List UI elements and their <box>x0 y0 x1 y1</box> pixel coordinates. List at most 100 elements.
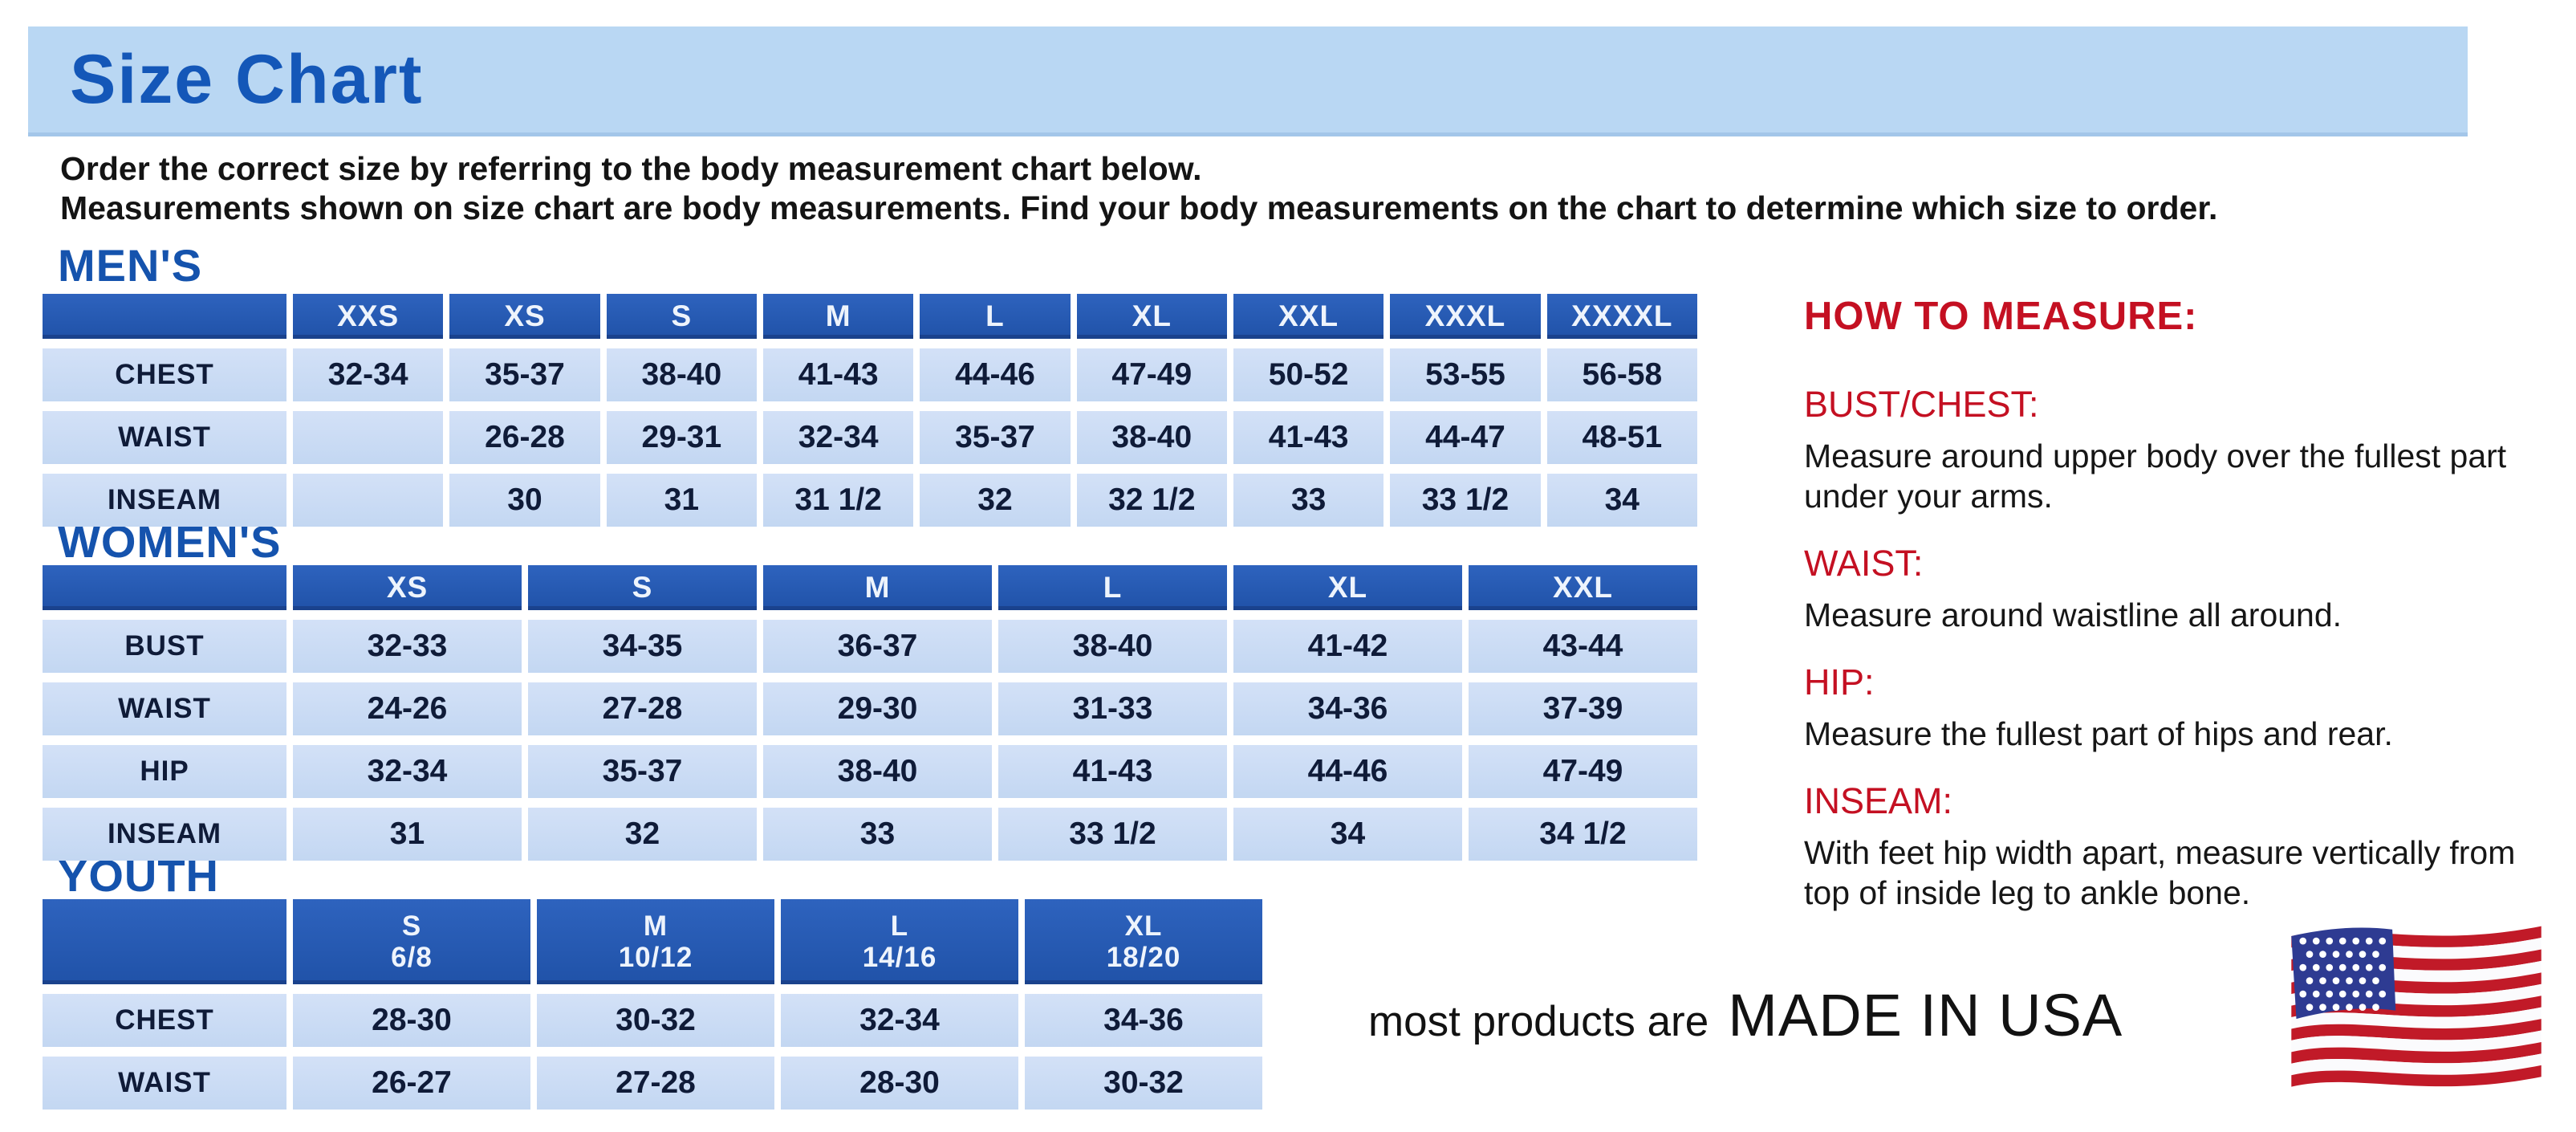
measure-item-bust-chest: BUST/CHEST: Measure around upper body ov… <box>1804 384 2550 516</box>
youth-row-chest: CHEST 28-30 30-32 32-34 34-36 <box>43 994 1262 1047</box>
womens-size-table: XS S M L XL XXL BUST 32-33 34-35 36-37 38-40 41-42 4… <box>36 556 1704 870</box>
youth-column-header-m: M 10/12 <box>537 899 774 984</box>
size-cell: 31 <box>293 808 522 861</box>
measure-item-label: INSEAM: <box>1804 780 1953 822</box>
womens-column-header-xl: XL <box>1233 565 1462 610</box>
womens-column-header-m: M <box>763 565 992 610</box>
size-cell: 35-37 <box>528 745 757 798</box>
size-cell: 38-40 <box>998 620 1227 673</box>
size-cell: 34-36 <box>1233 682 1462 735</box>
size-cell: 33 <box>763 808 992 861</box>
mens-column-header-xs: XS <box>449 294 600 339</box>
womens-row-waist: WAIST 24-26 27-28 29-30 31-33 34-36 37-39 <box>43 682 1697 735</box>
page-title: Size Chart <box>70 40 424 118</box>
row-label: CHEST <box>43 348 286 401</box>
size-cell: 34 1/2 <box>1469 808 1697 861</box>
size-cell: 43-44 <box>1469 620 1697 673</box>
size-cell: 35-37 <box>920 411 1071 464</box>
size-cell: 32-33 <box>293 620 522 673</box>
row-label: CHEST <box>43 994 286 1047</box>
size-cell: 41-43 <box>998 745 1227 798</box>
measure-item-text: Measure around upper body over the fulle… <box>1804 438 2507 515</box>
womens-row-bust: BUST 32-33 34-35 36-37 38-40 41-42 43-44 <box>43 620 1697 673</box>
row-label: INSEAM <box>43 808 286 861</box>
youth-header-row: S 6/8 M 10/12 L 14/16 XL 18/20 <box>43 899 1262 984</box>
size-cell: 34 <box>1233 808 1462 861</box>
row-label: WAIST <box>43 1057 286 1110</box>
womens-column-header-label <box>43 565 286 610</box>
mens-row-chest: CHEST 32-34 35-37 38-40 41-43 44-46 47-49 50-52… <box>43 348 1697 401</box>
size-cell: 29-30 <box>763 682 992 735</box>
size-cell: 32 <box>920 474 1071 527</box>
size-cell: 31-33 <box>998 682 1227 735</box>
size-cell: 28-30 <box>293 994 530 1047</box>
size-cell: 48-51 <box>1546 411 1697 464</box>
mens-column-header-xxxxl: XXXXL <box>1546 294 1697 339</box>
size-cell: 31 1/2 <box>762 474 914 527</box>
how-to-measure-section: HOW TO MEASURE: BUST/CHEST: Measure arou… <box>1804 294 2550 939</box>
womens-column-header-xs: XS <box>293 565 522 610</box>
measure-item-label: WAIST: <box>1804 543 1924 584</box>
intro-text: Order the correct size by referring to t… <box>60 149 2243 228</box>
intro-line-1: Order the correct size by referring to t… <box>60 150 1202 187</box>
measure-item-text: With feet hip width apart, measure verti… <box>1804 834 2516 912</box>
size-cell: 38-40 <box>1076 411 1227 464</box>
womens-row-inseam: INSEAM 31 32 33 33 1/2 34 34 1/2 <box>43 808 1697 861</box>
womens-column-header-l: L <box>998 565 1227 610</box>
size-cell: 53-55 <box>1390 348 1541 401</box>
size-cell: 34-36 <box>1025 994 1262 1047</box>
size-cell: 41-43 <box>1233 411 1384 464</box>
size-cell: 36-37 <box>763 620 992 673</box>
womens-row-hip: HIP 32-34 35-37 38-40 41-43 44-46 47-49 <box>43 745 1697 798</box>
mens-section-heading: MEN'S <box>58 240 203 291</box>
made-in-usa-line: most products are MADE IN USA <box>1368 981 2123 1049</box>
youth-column-header-l: L 14/16 <box>781 899 1018 984</box>
size-cell: 29-31 <box>606 411 757 464</box>
made-in-usa-text: MADE IN USA <box>1728 982 2123 1049</box>
measure-item-label: HIP: <box>1804 662 1875 703</box>
mens-row-waist: WAIST 26-28 29-31 32-34 35-37 38-40 41-43 44-47… <box>43 411 1697 464</box>
row-label: INSEAM <box>43 474 286 527</box>
made-in-usa-prefix: most products are <box>1368 998 1709 1045</box>
size-cell: 38-40 <box>763 745 992 798</box>
mens-column-header-xxl: XXL <box>1233 294 1384 339</box>
youth-column-header-xl: XL 18/20 <box>1025 899 1262 984</box>
measure-item-text: Measure around waistline all around. <box>1804 597 2342 634</box>
size-cell: 33 1/2 <box>998 808 1227 861</box>
size-cell: 28-30 <box>781 1057 1018 1110</box>
size-cell: 41-43 <box>762 348 914 401</box>
size-cell: 27-28 <box>537 1057 774 1110</box>
how-to-measure-heading: HOW TO MEASURE: <box>1804 295 2198 338</box>
measure-item-hip: HIP: Measure the fullest part of hips an… <box>1804 662 2550 754</box>
size-cell: 30-32 <box>1025 1057 1262 1110</box>
size-cell: 41-42 <box>1233 620 1462 673</box>
measure-item-waist: WAIST: Measure around waistline all arou… <box>1804 543 2550 635</box>
size-cell <box>293 411 444 464</box>
size-cell: 33 1/2 <box>1390 474 1541 527</box>
size-cell: 35-37 <box>449 348 600 401</box>
size-cell: 32 <box>528 808 757 861</box>
youth-column-header-s: S 6/8 <box>293 899 530 984</box>
size-cell: 32-34 <box>293 745 522 798</box>
row-label: WAIST <box>43 411 286 464</box>
size-cell: 56-58 <box>1546 348 1697 401</box>
mens-column-header-m: M <box>762 294 914 339</box>
youth-row-waist: WAIST 26-27 27-28 28-30 30-32 <box>43 1057 1262 1110</box>
size-cell: 34-35 <box>528 620 757 673</box>
youth-column-header-label <box>43 899 286 984</box>
size-cell <box>293 474 444 527</box>
womens-header-row: XS S M L XL XXL <box>43 565 1697 610</box>
size-cell: 44-46 <box>1233 745 1462 798</box>
size-cell: 44-46 <box>920 348 1071 401</box>
womens-column-header-s: S <box>528 565 757 610</box>
youth-size-table: S 6/8 M 10/12 L 14/16 XL 18/20 CHEST 28-30 30-… <box>36 890 1269 1119</box>
row-label: BUST <box>43 620 286 673</box>
measure-item-text: Measure the fullest part of hips and rea… <box>1804 715 2393 753</box>
size-cell: 34 <box>1546 474 1697 527</box>
size-cell: 32-34 <box>293 348 444 401</box>
size-cell: 24-26 <box>293 682 522 735</box>
size-cell: 44-47 <box>1390 411 1541 464</box>
mens-row-inseam: INSEAM 30 31 31 1/2 32 32 1/2 33 33 1/2 34 <box>43 474 1697 527</box>
size-cell: 31 <box>606 474 757 527</box>
size-cell: 26-28 <box>449 411 600 464</box>
